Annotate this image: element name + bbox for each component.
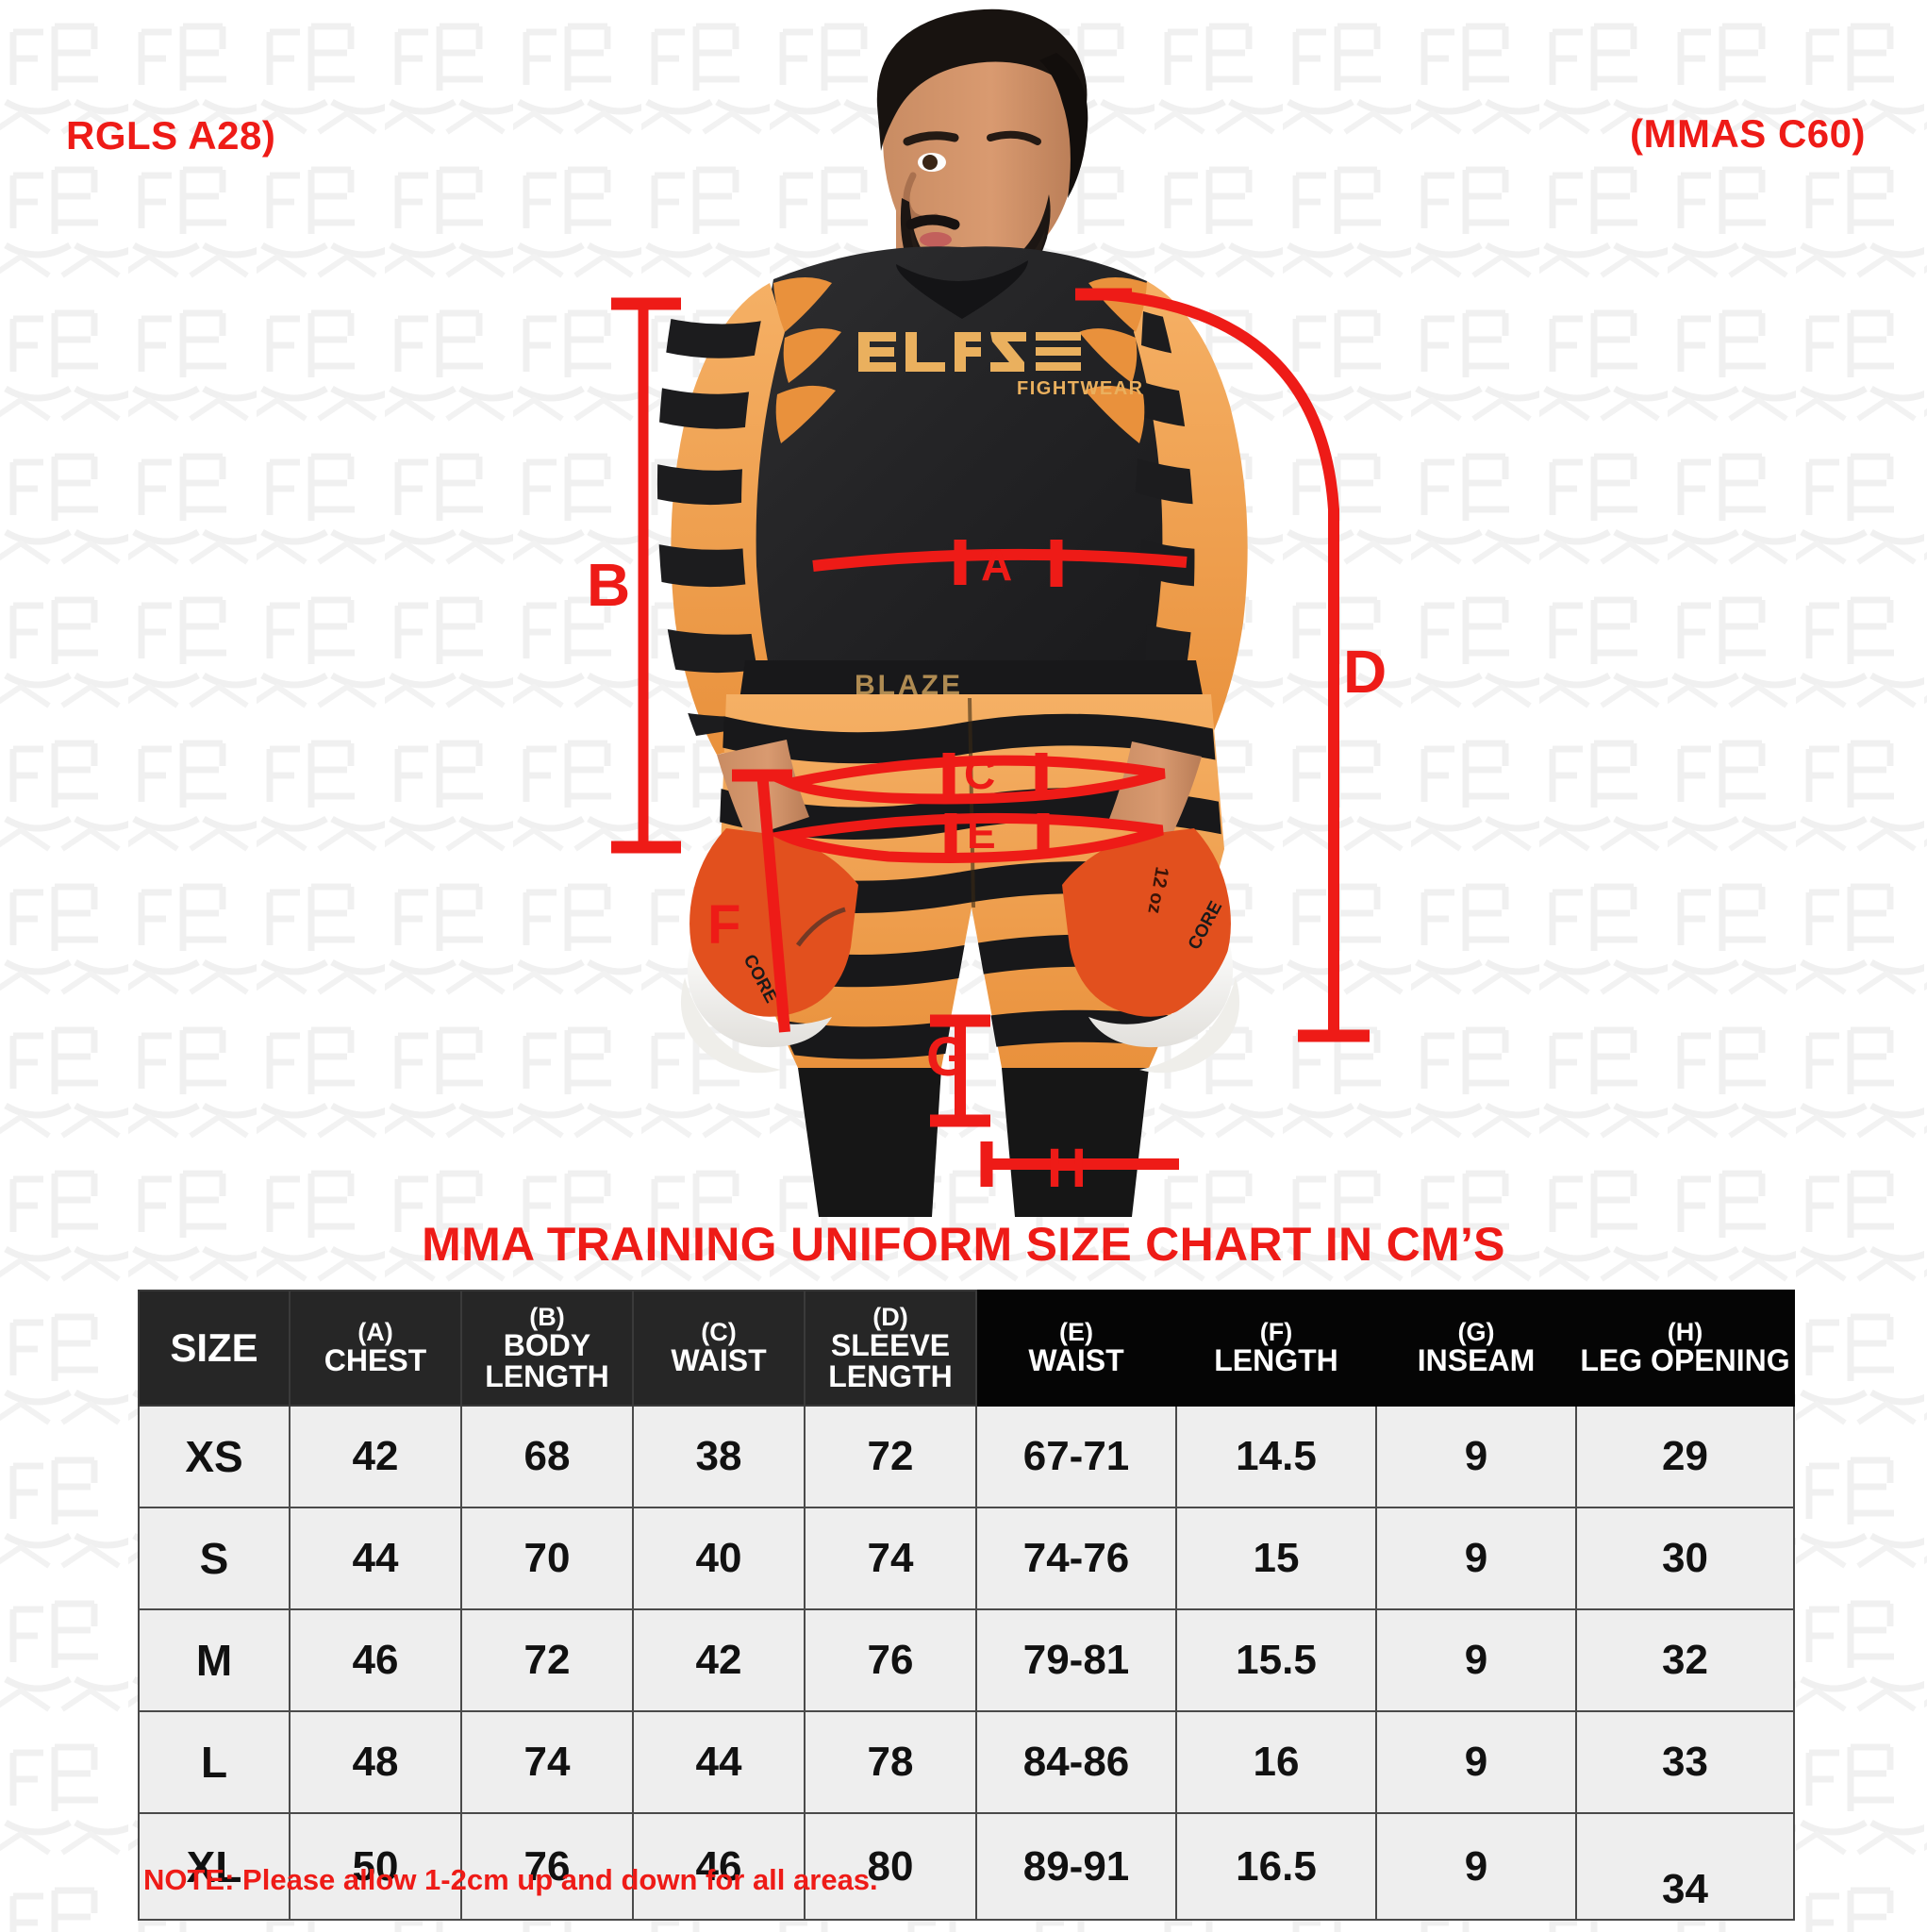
cell-inseam: 9 <box>1375 1812 1577 1921</box>
cell-short-length: 16 <box>1175 1710 1377 1814</box>
cell-waist: 44 <box>632 1710 806 1814</box>
cell-sleeve-length: 72 <box>804 1405 977 1508</box>
cell-chest: 48 <box>289 1710 462 1814</box>
cell-short-waist: 89-91 <box>975 1812 1177 1921</box>
measure-label-e: E <box>967 808 996 858</box>
table-header-row: SIZE (A) CHEST (B) BODY LENGTH (C) WAIST… <box>138 1290 1795 1407</box>
cell-short-length: 14.5 <box>1175 1405 1377 1508</box>
measure-label-g: G <box>926 1026 970 1088</box>
cell-waist: 38 <box>632 1405 806 1508</box>
cell-sleeve-length: 74 <box>804 1507 977 1610</box>
size-chart-note: NOTE: Please allow 1-2cm up and down for… <box>143 1863 878 1896</box>
cell-sleeve-length: 76 <box>804 1608 977 1712</box>
cell-short-waist: 79-81 <box>975 1608 1177 1712</box>
measure-label-h: H <box>1047 1138 1087 1199</box>
col-header-body-length: (B) BODY LENGTH <box>460 1290 634 1407</box>
cell-inseam: 9 <box>1375 1507 1577 1610</box>
cell-body-length: 74 <box>460 1710 634 1814</box>
cell-leg-opening: 33 <box>1575 1710 1795 1814</box>
col-letter-g: (G) <box>1457 1317 1495 1346</box>
size-chart-table: SIZE (A) CHEST (B) BODY LENGTH (C) WAIST… <box>138 1290 1795 1921</box>
col-name-body-length: BODY LENGTH <box>485 1328 609 1393</box>
col-name-short-waist: WAIST <box>1028 1343 1124 1378</box>
col-header-size: SIZE <box>138 1290 291 1407</box>
chart-title: MMA TRAINING UNIFORM SIZE CHART IN CM’S <box>422 1218 1505 1271</box>
col-name-waist-top: WAIST <box>671 1343 767 1378</box>
col-name-sleeve-length: SLEEVE LENGTH <box>828 1328 953 1393</box>
cell-leg-opening: 32 <box>1575 1608 1795 1712</box>
cell-chest: 42 <box>289 1405 462 1508</box>
col-letter-d: (D) <box>872 1302 908 1331</box>
col-header-inseam: (G) INSEAM <box>1375 1290 1577 1407</box>
cell-leg-opening: 30 <box>1575 1507 1795 1610</box>
cell-body-length: 68 <box>460 1405 634 1508</box>
cell-body-length: 72 <box>460 1608 634 1712</box>
cell-leg-opening: 34 <box>1575 1812 1795 1921</box>
col-letter-b: (B) <box>529 1302 565 1331</box>
col-header-leg-opening: (H) LEG OPENING <box>1575 1290 1795 1407</box>
col-letter-f: (F) <box>1259 1317 1293 1346</box>
cell-short-length: 15 <box>1175 1507 1377 1610</box>
cell-short-length: 15.5 <box>1175 1608 1377 1712</box>
measure-label-a: A <box>981 541 1013 590</box>
measure-label-c: C <box>964 749 996 798</box>
measure-label-d: D <box>1343 638 1387 706</box>
table-row: S 44 70 40 74 74-76 15 9 30 <box>138 1507 1795 1610</box>
cell-short-length: 16.5 <box>1175 1812 1377 1921</box>
col-header-chest: (A) CHEST <box>289 1290 462 1407</box>
col-name-chest: CHEST <box>324 1343 427 1378</box>
table-row: XS 42 68 38 72 67-71 14.5 9 29 <box>138 1405 1795 1508</box>
measure-label-b: B <box>587 551 631 619</box>
cell-short-waist: 84-86 <box>975 1710 1177 1814</box>
cell-inseam: 9 <box>1375 1608 1577 1712</box>
col-name-inseam: INSEAM <box>1417 1343 1536 1378</box>
col-header-waist-top: (C) WAIST <box>632 1290 806 1407</box>
col-name-leg-opening: LEG OPENING <box>1580 1343 1790 1378</box>
cell-chest: 46 <box>289 1608 462 1712</box>
col-header-sleeve-length: (D) SLEEVE LENGTH <box>804 1290 977 1407</box>
col-letter-c: (C) <box>701 1317 737 1346</box>
table-row: M 46 72 42 76 79-81 15.5 9 32 <box>138 1608 1795 1712</box>
cell-chest: 44 <box>289 1507 462 1610</box>
col-letter-e: (E) <box>1059 1317 1093 1346</box>
cell-waist: 40 <box>632 1507 806 1610</box>
cell-size: S <box>138 1507 291 1610</box>
col-header-short-waist: (E) WAIST <box>975 1290 1177 1407</box>
cell-size: L <box>138 1710 291 1814</box>
cell-body-length: 70 <box>460 1507 634 1610</box>
col-letter-h: (H) <box>1667 1317 1703 1346</box>
cell-short-waist: 74-76 <box>975 1507 1177 1610</box>
table-row: L 48 74 44 78 84-86 16 9 33 <box>138 1710 1795 1814</box>
cell-inseam: 9 <box>1375 1710 1577 1814</box>
cell-sleeve-length: 78 <box>804 1710 977 1814</box>
measure-label-f: F <box>707 894 741 956</box>
cell-short-waist: 67-71 <box>975 1405 1177 1508</box>
col-header-short-length: (F) LENGTH <box>1175 1290 1377 1407</box>
col-letter-a: (A) <box>357 1317 393 1346</box>
cell-leg-opening: 29 <box>1575 1405 1795 1508</box>
col-name-short-length: LENGTH <box>1214 1343 1338 1378</box>
cell-inseam: 9 <box>1375 1405 1577 1508</box>
cell-size: XS <box>138 1405 291 1508</box>
cell-waist: 42 <box>632 1608 806 1712</box>
cell-size: M <box>138 1608 291 1712</box>
